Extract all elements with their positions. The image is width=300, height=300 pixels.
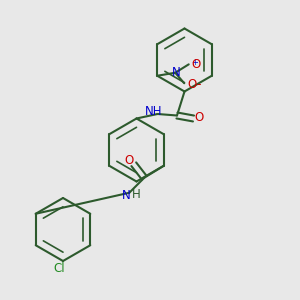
- Text: O: O: [194, 111, 203, 124]
- Text: O: O: [187, 78, 196, 91]
- Text: +: +: [191, 58, 198, 67]
- Text: -: -: [196, 78, 201, 91]
- Text: O: O: [192, 58, 201, 70]
- Text: H: H: [131, 188, 140, 201]
- Text: N: N: [122, 189, 131, 202]
- Text: Cl: Cl: [54, 262, 65, 275]
- Text: O: O: [125, 154, 134, 167]
- Text: NH: NH: [145, 105, 163, 118]
- Text: N: N: [171, 66, 180, 79]
